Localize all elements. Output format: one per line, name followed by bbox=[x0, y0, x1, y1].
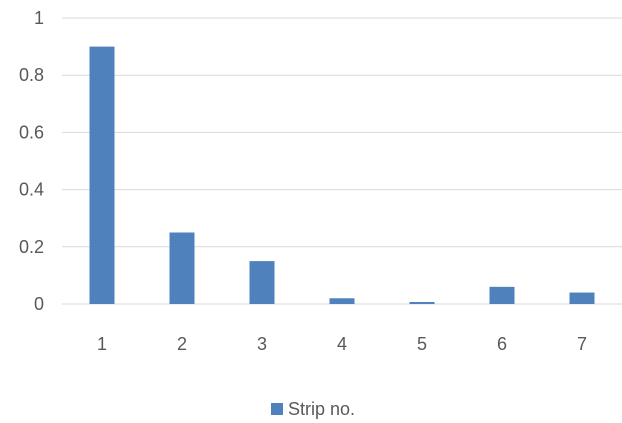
x-tick-label: 1 bbox=[97, 334, 107, 354]
x-tick-label: 3 bbox=[257, 334, 267, 354]
y-tick-label: 0.8 bbox=[19, 65, 44, 85]
bar-5 bbox=[409, 301, 435, 304]
bar-6 bbox=[489, 286, 515, 304]
legend: Strip no. bbox=[271, 399, 355, 419]
bar-3 bbox=[249, 261, 275, 304]
y-tick-label: 0.6 bbox=[19, 122, 44, 142]
legend-swatch bbox=[271, 403, 283, 415]
x-axis-tick-labels: 1 2 3 4 5 6 7 bbox=[97, 334, 587, 354]
x-tick-label: 2 bbox=[177, 334, 187, 354]
bar-4 bbox=[329, 298, 355, 304]
bar-series bbox=[89, 46, 595, 304]
gridlines bbox=[62, 17, 622, 305]
y-tick-label: 0 bbox=[34, 294, 44, 314]
y-tick-label: 1 bbox=[34, 8, 44, 28]
x-tick-label: 6 bbox=[497, 334, 507, 354]
bar-7 bbox=[569, 292, 595, 304]
y-axis-tick-labels: 0 0.2 0.4 0.6 0.8 1 bbox=[19, 8, 44, 314]
x-tick-label: 5 bbox=[417, 334, 427, 354]
x-tick-label: 4 bbox=[337, 334, 347, 354]
y-tick-label: 0.4 bbox=[19, 180, 44, 200]
bar-2 bbox=[169, 232, 195, 304]
x-tick-label: 7 bbox=[577, 334, 587, 354]
y-tick-label: 0.2 bbox=[19, 237, 44, 257]
bar-1 bbox=[89, 46, 115, 304]
legend-label-strip-no: Strip no. bbox=[288, 399, 355, 419]
